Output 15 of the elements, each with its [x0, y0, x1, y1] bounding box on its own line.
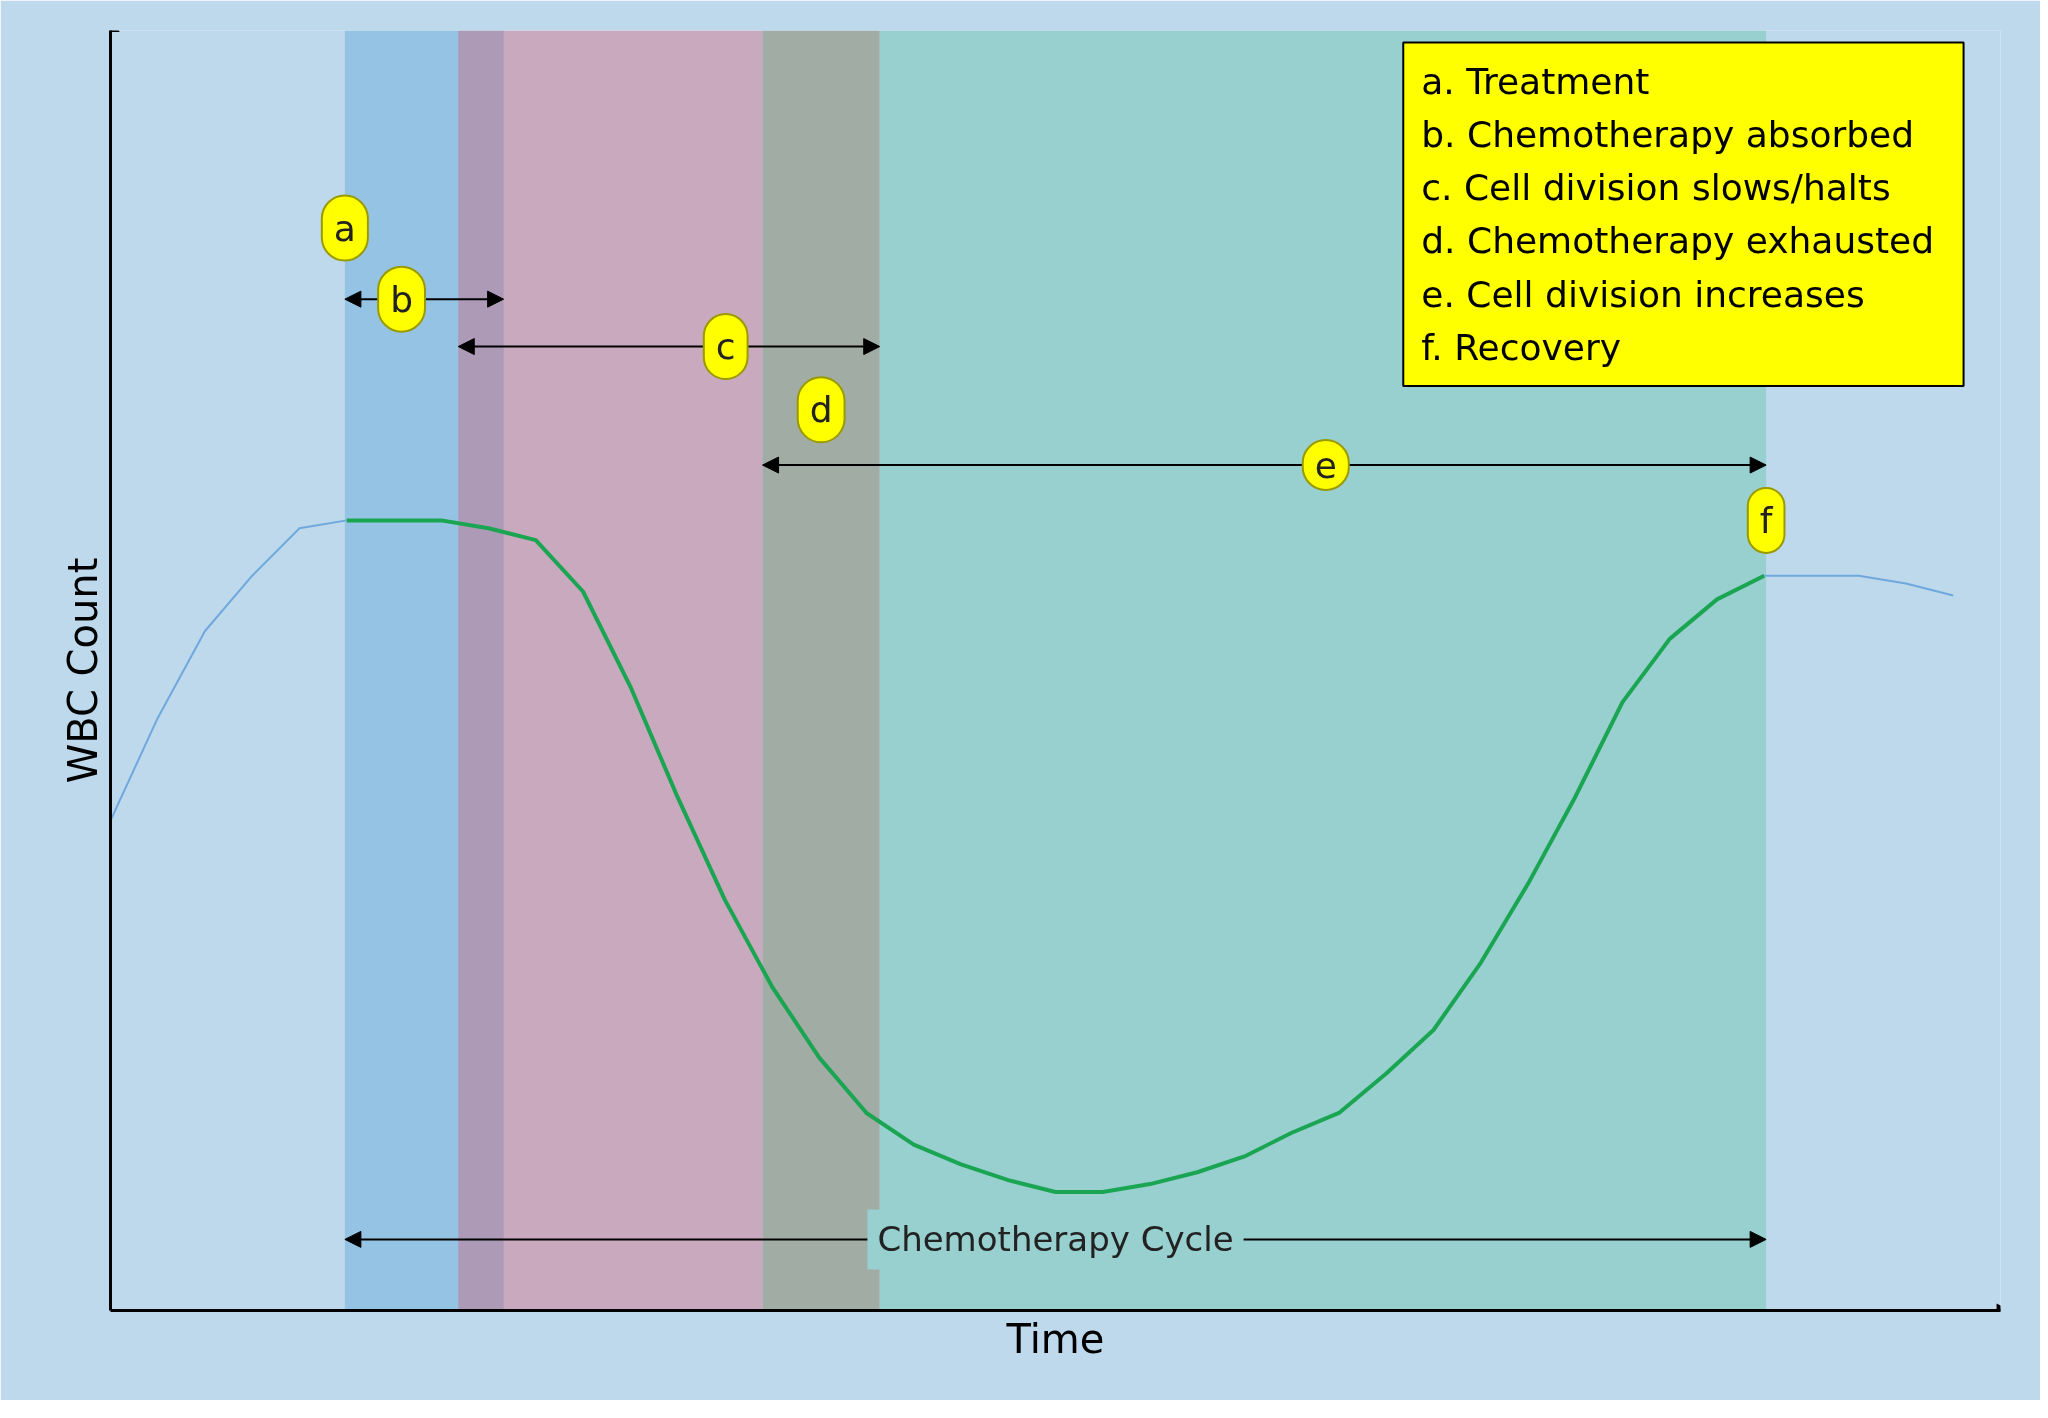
text: f. Recovery	[1421, 327, 1622, 368]
annotation: f	[1759, 499, 1774, 541]
y-axis-title: WBC Count	[59, 557, 106, 784]
text: c. Cell division slows/halts	[1421, 167, 1891, 209]
text: d. Chemotherapy exhausted	[1421, 220, 1935, 262]
annotation: Chemotherapy Cycle	[877, 1219, 1234, 1260]
text: a. Treatment	[1421, 60, 1650, 102]
text: e. Cell division increases	[1421, 273, 1865, 315]
x-axis-title: Time	[1005, 1315, 1105, 1362]
text: b	[390, 278, 413, 320]
text: a	[333, 207, 356, 249]
text: c	[715, 326, 736, 368]
text: e	[1314, 445, 1337, 487]
text: d	[809, 389, 833, 431]
text: b. Chemotherapy absorbed	[1421, 113, 1915, 155]
